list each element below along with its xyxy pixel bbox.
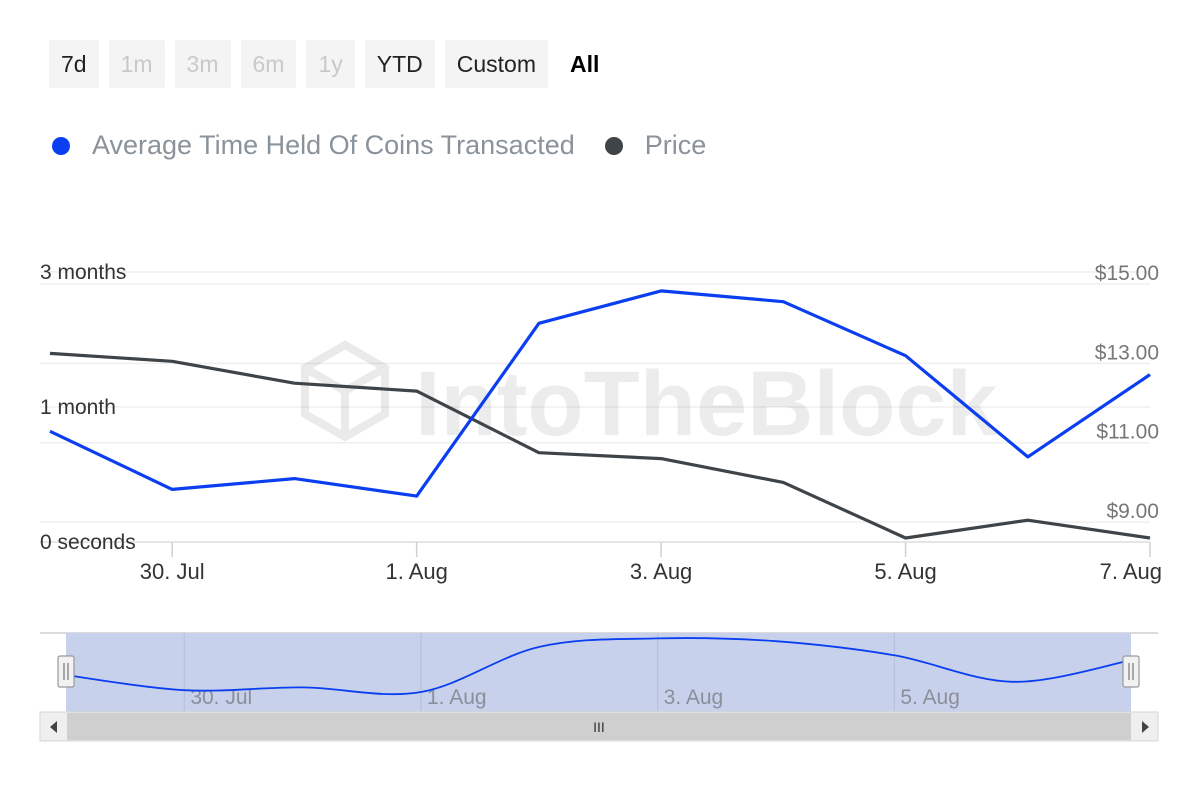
- series: [49, 289, 1151, 540]
- navigator-handle-left[interactable]: [57, 655, 75, 688]
- navigator-series-line: [65, 637, 1132, 696]
- axes: 30. Jul 1. Aug 3. Aug 5. Aug 7. Aug 0 seconds…: [40, 261, 1162, 584]
- legend-item-time-held[interactable]: Average Time Held Of Coins Transacted: [52, 130, 575, 161]
- legend-label-time-held: Average Time Held Of Coins Transacted: [92, 130, 575, 160]
- navigator-tick-label: 1. Aug: [427, 686, 487, 709]
- x-tick-label: 7. Aug: [1100, 559, 1162, 584]
- legend-marker-price: [604, 136, 623, 155]
- left-axis-label: 1 month: [40, 396, 116, 419]
- series-line-time-held: [49, 289, 1151, 498]
- navigator-handle-right[interactable]: [1122, 655, 1140, 688]
- range-button-3m: 3m: [174, 40, 231, 88]
- x-tick-label: 3. Aug: [630, 559, 692, 584]
- watermark-text: IntoTheBlock: [415, 353, 999, 455]
- range-button-all[interactable]: All: [570, 50, 600, 77]
- scroll-right-arrow-icon[interactable]: [1142, 721, 1149, 733]
- right-axis-label: $13.00: [1095, 341, 1159, 364]
- right-axis-label: $11.00: [1096, 421, 1159, 444]
- watermark: IntoTheBlock: [301, 340, 999, 455]
- range-selector: 7d 1m 3m 6m 1y YTD Custom All: [49, 40, 611, 88]
- series-line-price: [49, 351, 1151, 540]
- range-button-custom[interactable]: Custom: [444, 40, 548, 88]
- navigator-tick-label: 3. Aug: [664, 686, 724, 709]
- left-axis-label: 0 seconds: [40, 531, 136, 554]
- navigator: 30. Jul 1. Aug 3. Aug 5. Aug III: [39, 632, 1159, 742]
- right-axis-label: $9.00: [1106, 500, 1159, 523]
- scroll-left-arrow-icon[interactable]: [50, 721, 57, 733]
- range-button-1m: 1m: [108, 40, 165, 88]
- scrollbar-grip-icon: III: [593, 719, 605, 735]
- grid: [40, 271, 1150, 543]
- x-tick-label: 1. Aug: [385, 559, 447, 584]
- navigator-selected-range[interactable]: [66, 633, 1131, 712]
- navigator-tick-label: 30. Jul: [190, 686, 252, 709]
- range-button-6m: 6m: [240, 40, 297, 88]
- chart-legend: Average Time Held Of Coins Transacted Pr…: [52, 130, 706, 161]
- navigator-tick-label: 5. Aug: [900, 686, 960, 709]
- range-button-1y: 1y: [306, 40, 355, 88]
- x-tick-label: 5. Aug: [874, 559, 936, 584]
- watermark-logo-icon: [301, 340, 389, 442]
- left-axis-label: 3 months: [40, 261, 126, 284]
- legend-marker-time-held: [52, 136, 70, 155]
- legend-label-price: Price: [644, 130, 707, 160]
- scrollbar-thumb[interactable]: [67, 713, 1131, 740]
- right-axis-label: $15.00: [1095, 262, 1159, 285]
- legend-item-price[interactable]: Price: [604, 130, 707, 161]
- x-tick-label: 30. Jul: [140, 559, 205, 584]
- range-button-7d[interactable]: 7d: [49, 40, 99, 88]
- range-button-ytd[interactable]: YTD: [364, 40, 435, 88]
